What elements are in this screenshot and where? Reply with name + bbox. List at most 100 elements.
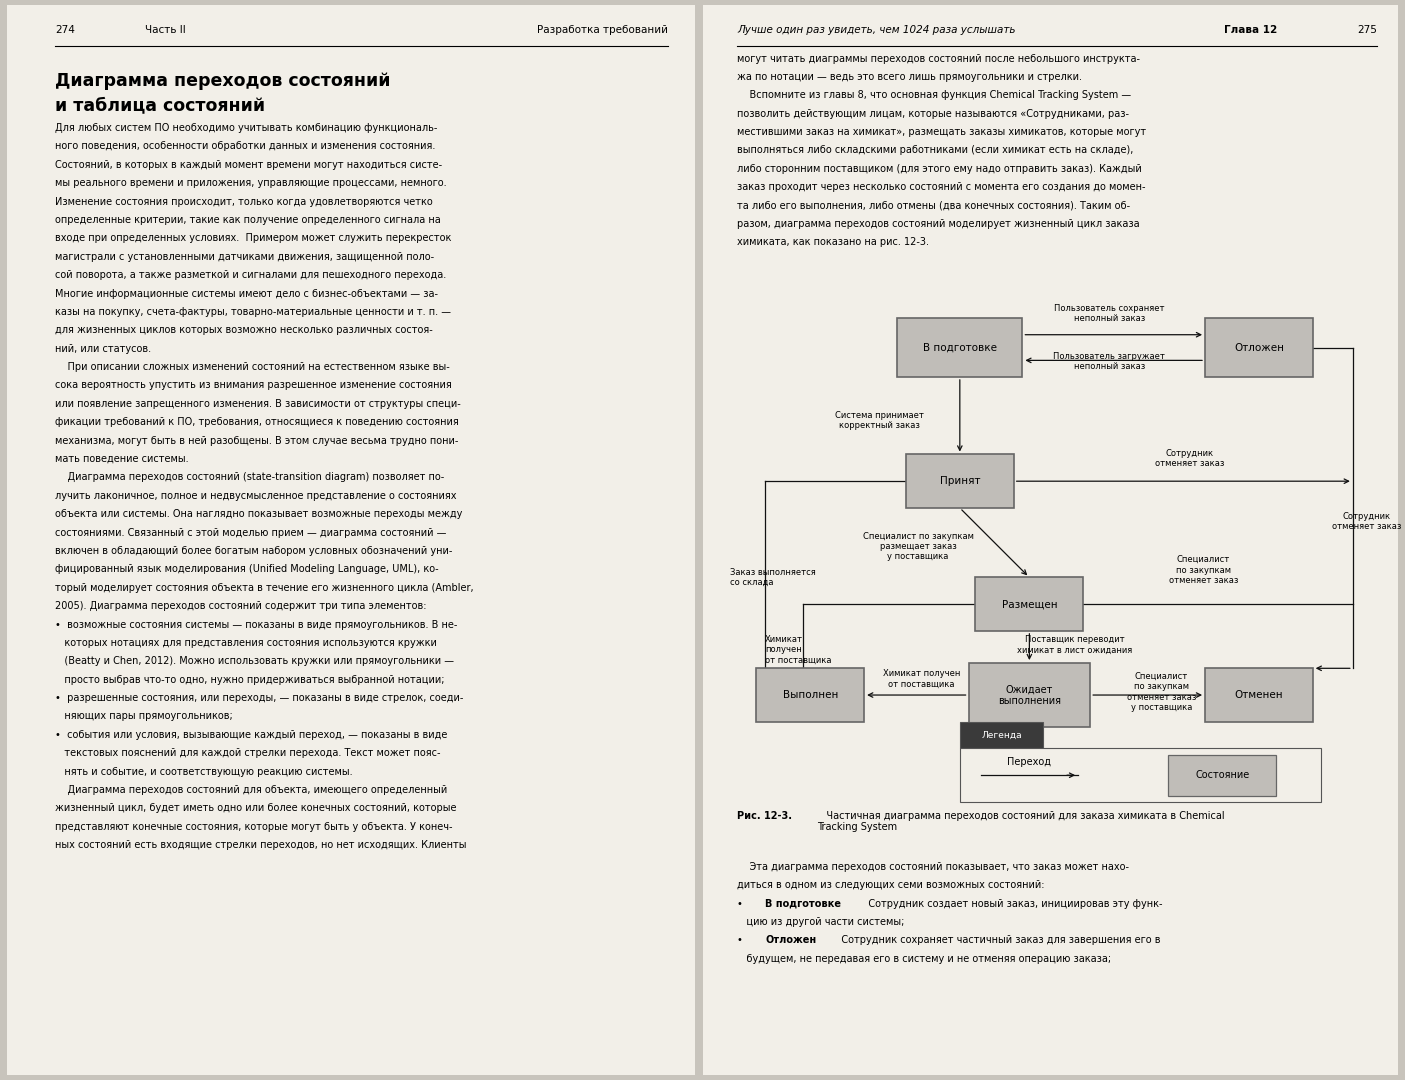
Text: представляют конечные состояния, которые могут быть у объекта. У конеч-: представляют конечные состояния, которые… <box>55 822 452 832</box>
Text: Размещен: Размещен <box>1002 599 1057 609</box>
Text: 2005). Диаграмма переходов состояний содержит три типа элементов:: 2005). Диаграмма переходов состояний сод… <box>55 602 427 611</box>
Text: казы на покупку, счета-фактуры, товарно-материальные ценности и т. п. —: казы на покупку, счета-фактуры, товарно-… <box>55 307 451 316</box>
FancyBboxPatch shape <box>1205 669 1312 721</box>
Text: или появление запрещенного изменения. В зависимости от структуры специ-: или появление запрещенного изменения. В … <box>55 399 461 409</box>
Text: местившими заказ на химикат», размещать заказы химикатов, которые могут: местившими заказ на химикат», размещать … <box>738 127 1146 137</box>
Text: Легенда: Легенда <box>981 731 1021 740</box>
Text: мать поведение системы.: мать поведение системы. <box>55 454 188 464</box>
Text: сой поворота, а также разметкой и сигналами для пешеходного перехода.: сой поворота, а также разметкой и сигнал… <box>55 270 447 280</box>
Text: Сотрудник
отменяет заказ: Сотрудник отменяет заказ <box>1155 449 1224 469</box>
Text: ного поведения, особенности обработки данных и изменения состояния.: ного поведения, особенности обработки да… <box>55 141 436 151</box>
Text: позволить действующим лицам, которые называются «Сотрудниками, раз-: позволить действующим лицам, которые наз… <box>738 109 1130 119</box>
Text: •  разрешенные состояния, или переходы, — показаны в виде стрелок, соеди-: • разрешенные состояния, или переходы, —… <box>55 693 464 703</box>
Text: Поставщик переводит
химикат в лист ожидания: Поставщик переводит химикат в лист ожида… <box>1017 635 1132 654</box>
Text: жа по нотации — ведь это всего лишь прямоугольники и стрелки.: жа по нотации — ведь это всего лишь прям… <box>738 72 1082 82</box>
Text: Принят: Принят <box>940 476 981 486</box>
Text: Многие информационные системы имеют дело с бизнес-объектами — за-: Многие информационные системы имеют дело… <box>55 288 438 298</box>
Text: При описании сложных изменений состояний на естественном языке вы-: При описании сложных изменений состояний… <box>55 362 450 373</box>
Text: Глава 12: Глава 12 <box>1224 25 1277 36</box>
Text: торый моделирует состояния объекта в течение его жизненного цикла (Ambler,: торый моделирует состояния объекта в теч… <box>55 583 473 593</box>
Text: Специалист по закупкам
размещает заказ
у поставщика: Специалист по закупкам размещает заказ у… <box>863 531 974 562</box>
Text: выполняться либо складскими работниками (если химикат есть на складе),: выполняться либо складскими работниками … <box>738 146 1134 156</box>
Text: объекта или системы. Она наглядно показывает возможные переходы между: объекта или системы. Она наглядно показы… <box>55 509 462 519</box>
Text: будущем, не передавая его в систему и не отменяя операцию заказа;: будущем, не передавая его в систему и не… <box>738 954 1111 963</box>
Text: В подготовке: В подготовке <box>923 342 996 352</box>
Text: 275: 275 <box>1357 25 1377 36</box>
Text: состояниями. Связанный с этой моделью прием — диаграмма состояний —: состояниями. Связанный с этой моделью пр… <box>55 528 447 538</box>
Text: Диаграмма переходов состояний: Диаграмма переходов состояний <box>55 71 391 90</box>
FancyBboxPatch shape <box>906 455 1014 508</box>
Text: Отложен: Отложен <box>766 935 816 945</box>
Text: Вспомните из главы 8, что основная функция Chemical Tracking System —: Вспомните из главы 8, что основная функц… <box>738 91 1131 100</box>
Text: Состояние: Состояние <box>1196 770 1249 780</box>
Text: Для любых систем ПО необходимо учитывать комбинацию функциональ-: Для любых систем ПО необходимо учитывать… <box>55 123 437 133</box>
Text: Разработка требований: Разработка требований <box>537 25 667 36</box>
Text: и таблица состояний: и таблица состояний <box>55 96 266 114</box>
Text: (Beatty и Chen, 2012). Можно использовать кружки или прямоугольники —: (Beatty и Chen, 2012). Можно использоват… <box>55 657 454 666</box>
Text: няющих пары прямоугольников;: няющих пары прямоугольников; <box>55 712 233 721</box>
Text: магистрали с установленными датчиками движения, защищенной поло-: магистрали с установленными датчиками дв… <box>55 252 434 261</box>
Text: диться в одном из следующих семи возможных состояний:: диться в одном из следующих семи возможн… <box>738 880 1045 890</box>
Text: Частичная диаграмма переходов состояний для заказа химиката в Chemical
Tracking : Частичная диаграмма переходов состояний … <box>818 810 1225 832</box>
FancyBboxPatch shape <box>975 578 1083 631</box>
FancyBboxPatch shape <box>756 669 864 721</box>
Text: Пользователь сохраняет
неполный заказ: Пользователь сохраняет неполный заказ <box>1054 303 1165 323</box>
Text: Отменен: Отменен <box>1235 690 1283 700</box>
Text: механизма, могут быть в ней разобщены. В этом случае весьма трудно пони-: механизма, могут быть в ней разобщены. В… <box>55 435 458 446</box>
Text: для жизненных циклов которых возможно несколько различных состоя-: для жизненных циклов которых возможно не… <box>55 325 433 335</box>
Text: Специалист
по закупкам
отменяет заказ: Специалист по закупкам отменяет заказ <box>1169 555 1238 585</box>
Text: Диаграмма переходов состояний (state-transition diagram) позволяет по-: Диаграмма переходов состояний (state-tra… <box>55 472 444 483</box>
Text: фицированный язык моделирования (Unified Modeling Language, UML), ко-: фицированный язык моделирования (Unified… <box>55 565 438 575</box>
Text: 274: 274 <box>55 25 74 36</box>
Text: •  события или условия, вызывающие каждый переход, — показаны в виде: • события или условия, вызывающие каждый… <box>55 730 448 740</box>
Text: Диаграмма переходов состояний для объекта, имеющего определенный: Диаграмма переходов состояний для объект… <box>55 785 447 795</box>
Text: входе при определенных условиях.  Примером может служить перекресток: входе при определенных условиях. Примеро… <box>55 233 451 243</box>
Text: либо сторонним поставщиком (для этого ему надо отправить заказ). Каждый: либо сторонним поставщиком (для этого ем… <box>738 164 1142 174</box>
Text: фикации требований к ПО, требования, относящиеся к поведению состояния: фикации требований к ПО, требования, отн… <box>55 417 459 428</box>
Text: могут читать диаграммы переходов состояний после небольшого инструкта-: могут читать диаграммы переходов состоян… <box>738 54 1141 64</box>
FancyBboxPatch shape <box>898 319 1023 377</box>
Text: Часть II: Часть II <box>145 25 185 36</box>
Text: текстовых пояснений для каждой стрелки перехода. Текст может пояс-: текстовых пояснений для каждой стрелки п… <box>55 748 441 758</box>
Text: •  возможные состояния системы — показаны в виде прямоугольников. В не-: • возможные состояния системы — показаны… <box>55 620 458 630</box>
Text: Сотрудник
отменяет заказ: Сотрудник отменяет заказ <box>1332 512 1401 531</box>
FancyBboxPatch shape <box>1205 319 1312 377</box>
Text: ных состояний есть входящие стрелки переходов, но нет исходящих. Клиенты: ных состояний есть входящие стрелки пере… <box>55 840 466 850</box>
Text: Химикат
получен
от поставщика: Химикат получен от поставщика <box>766 635 832 664</box>
Text: которых нотациях для представления состояния используются кружки: которых нотациях для представления состо… <box>55 638 437 648</box>
FancyBboxPatch shape <box>968 663 1090 727</box>
Text: Система принимает
корректный заказ: Система принимает корректный заказ <box>836 410 924 430</box>
Text: Лучше один раз увидеть, чем 1024 раза услышать: Лучше один раз увидеть, чем 1024 раза ус… <box>738 25 1016 36</box>
Text: определенные критерии, такие как получение определенного сигнала на: определенные критерии, такие как получен… <box>55 215 441 225</box>
FancyBboxPatch shape <box>960 721 1044 748</box>
Text: Химикат получен
от поставщика: Химикат получен от поставщика <box>882 670 960 689</box>
FancyBboxPatch shape <box>1169 755 1276 796</box>
Text: Сотрудник создает новый заказ, инициировав эту функ-: Сотрудник создает новый заказ, иницииров… <box>858 899 1162 908</box>
Text: Рис. 12-3.: Рис. 12-3. <box>738 810 792 821</box>
Text: нять и событие, и соответствующую реакцию системы.: нять и событие, и соответствующую реакци… <box>55 767 353 777</box>
Text: заказ проходит через несколько состояний с момента его создания до момен-: заказ проходит через несколько состояний… <box>738 183 1145 192</box>
Text: Выполнен: Выполнен <box>783 690 837 700</box>
Text: В подготовке: В подготовке <box>766 899 842 908</box>
Text: просто выбрав что-то одно, нужно придерживаться выбранной нотации;: просто выбрав что-то одно, нужно придерж… <box>55 675 445 685</box>
Text: Эта диаграмма переходов состояний показывает, что заказ может нахо-: Эта диаграмма переходов состояний показы… <box>738 862 1130 872</box>
Text: жизненный цикл, будет иметь одно или более конечных состояний, которые: жизненный цикл, будет иметь одно или бол… <box>55 804 457 813</box>
Text: та либо его выполнения, либо отмены (два конечных состояния). Таким об-: та либо его выполнения, либо отмены (два… <box>738 201 1131 211</box>
Text: •: • <box>738 899 746 908</box>
Text: Заказ выполняется
со склада: Заказ выполняется со склада <box>731 568 816 588</box>
Text: Переход: Переход <box>1007 757 1051 767</box>
Text: Ожидает
выполнения: Ожидает выполнения <box>998 685 1061 706</box>
Text: ний, или статусов.: ний, или статусов. <box>55 343 152 353</box>
Text: Изменение состояния происходит, только когда удовлетворяются четко: Изменение состояния происходит, только к… <box>55 197 433 206</box>
Text: •: • <box>738 935 746 945</box>
Text: Сотрудник сохраняет частичный заказ для завершения его в: Сотрудник сохраняет частичный заказ для … <box>832 935 1161 945</box>
Text: Пользователь загружает
неполный заказ: Пользователь загружает неполный заказ <box>1054 352 1165 372</box>
Text: разом, диаграмма переходов состояний моделирует жизненный цикл заказа: разом, диаграмма переходов состояний мод… <box>738 219 1139 229</box>
FancyBboxPatch shape <box>960 748 1322 802</box>
Text: включен в обладающий более богатым набором условных обозначений уни-: включен в обладающий более богатым набор… <box>55 546 452 556</box>
Text: сока вероятность упустить из внимания разрешенное изменение состояния: сока вероятность упустить из внимания ра… <box>55 380 452 391</box>
Text: лучить лаконичное, полное и недвусмысленное представление о состояниях: лучить лаконичное, полное и недвусмыслен… <box>55 490 457 501</box>
Text: Состояний, в которых в каждый момент времени могут находиться систе-: Состояний, в которых в каждый момент вре… <box>55 160 443 170</box>
Text: Специалист
по закупкам
отменяет заказ
у поставщика: Специалист по закупкам отменяет заказ у … <box>1127 672 1196 712</box>
Text: химиката, как показано на рис. 12-3.: химиката, как показано на рис. 12-3. <box>738 238 929 247</box>
